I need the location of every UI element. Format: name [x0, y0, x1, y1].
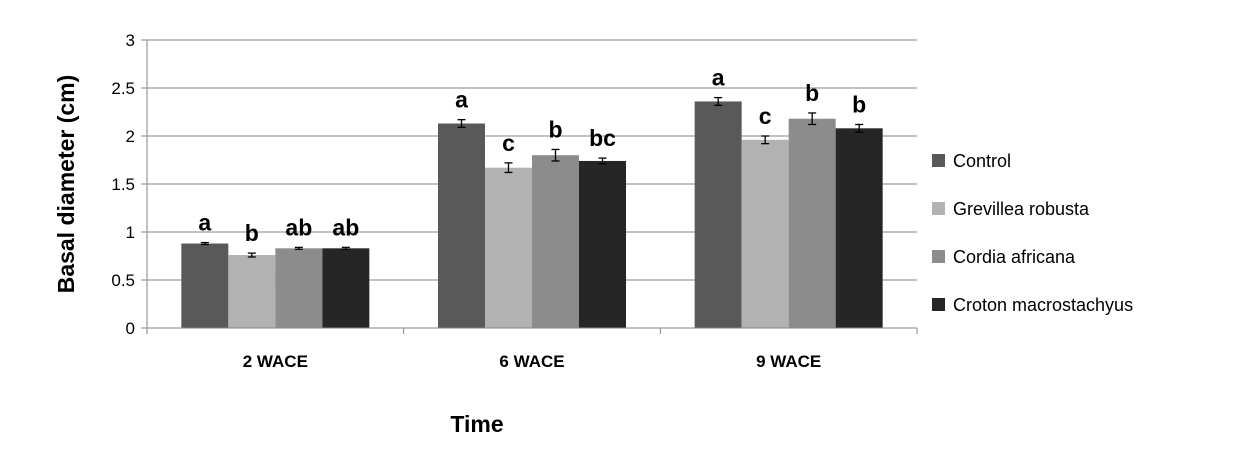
- error-bar: [761, 135, 770, 145]
- legend-item: Croton macrostachyus: [932, 295, 1133, 315]
- y-tick-label: 1: [126, 223, 135, 242]
- y-axis-title: Basal diameter (cm): [53, 75, 79, 294]
- bar: [275, 248, 323, 328]
- legend-swatch: [932, 202, 945, 215]
- error-bar: [341, 246, 350, 250]
- bar: [485, 167, 532, 328]
- significance-label: a: [198, 210, 211, 236]
- bar: [228, 255, 276, 328]
- y-tick-labels: 0 0.5 1 1.5 2 2.5 3: [111, 31, 135, 338]
- significance-label: b: [805, 80, 819, 106]
- bar: [694, 101, 742, 328]
- error-bar: [808, 112, 817, 126]
- significance-label: b: [548, 116, 562, 142]
- significance-label: a: [455, 87, 468, 113]
- legend-item: Control: [932, 151, 1011, 171]
- legend-label: Control: [953, 151, 1011, 171]
- x-axis-title: Time: [450, 411, 503, 437]
- y-tick-label: 3: [126, 31, 135, 50]
- legend-label: Cordia africana: [953, 247, 1076, 267]
- error-bar: [714, 96, 723, 106]
- legend-swatch: [932, 298, 945, 311]
- legend: Control Grevillea robusta Cordia africana C…: [932, 151, 1133, 315]
- significance-label: c: [759, 103, 772, 129]
- bar: [741, 139, 789, 328]
- y-tick-label: 0.5: [111, 271, 135, 290]
- y-tick-label: 0: [126, 319, 135, 338]
- y-tick-label: 2.5: [111, 79, 135, 98]
- legend-swatch: [932, 250, 945, 263]
- significance-label: b: [245, 220, 259, 246]
- bar: [438, 123, 485, 329]
- bar: [322, 248, 370, 328]
- error-bar: [200, 241, 209, 246]
- legend-swatch: [932, 154, 945, 167]
- error-bars: [200, 96, 864, 258]
- bars: [181, 101, 883, 329]
- axes: [141, 39, 918, 334]
- error-bar: [247, 252, 256, 258]
- x-category-label: 6 WACE: [499, 352, 564, 371]
- y-tick-label: 2: [126, 127, 135, 146]
- x-category-label: 9 WACE: [756, 352, 821, 371]
- error-bar: [551, 148, 560, 162]
- bar: [788, 118, 836, 328]
- y-tick-label: 1.5: [111, 175, 135, 194]
- error-bar: [294, 246, 303, 250]
- significance-label: bc: [589, 125, 616, 151]
- legend-label: Croton macrostachyus: [953, 295, 1133, 315]
- bar: [835, 128, 883, 328]
- x-category-label: 2 WACE: [243, 352, 308, 371]
- bar: [579, 160, 626, 328]
- error-bar: [855, 123, 864, 133]
- significance-label: ab: [285, 214, 312, 240]
- bar: [532, 155, 579, 328]
- significance-label: b: [852, 91, 866, 117]
- error-bar: [504, 162, 513, 174]
- x-category-labels: 2 WACE 6 WACE 9 WACE: [243, 352, 822, 371]
- error-bar: [457, 119, 466, 129]
- significance-label: a: [712, 65, 725, 91]
- error-bar: [598, 157, 607, 165]
- significance-label: ab: [332, 214, 359, 240]
- legend-item: Grevillea robusta: [932, 199, 1090, 219]
- significance-label: c: [502, 130, 515, 156]
- bar: [181, 243, 229, 328]
- legend-item: Cordia africana: [932, 247, 1076, 267]
- legend-label: Grevillea robusta: [953, 199, 1090, 219]
